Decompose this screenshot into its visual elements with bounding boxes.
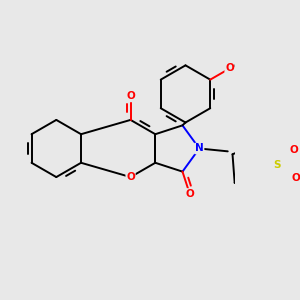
Text: O: O <box>225 64 234 74</box>
Text: O: O <box>126 92 135 101</box>
Text: O: O <box>289 145 298 155</box>
Text: N: N <box>195 143 204 154</box>
Text: O: O <box>185 189 194 199</box>
Text: O: O <box>291 173 300 183</box>
Text: O: O <box>126 172 135 182</box>
Text: S: S <box>274 160 281 170</box>
